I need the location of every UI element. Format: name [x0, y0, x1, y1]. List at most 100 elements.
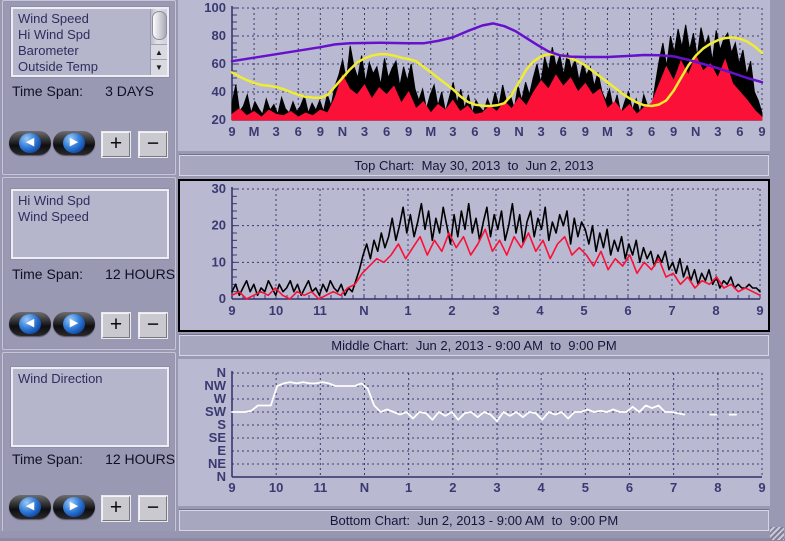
right-arrow-icon: ▶: [69, 317, 79, 329]
svg-text:8: 8: [712, 303, 719, 318]
svg-text:0: 0: [219, 291, 226, 306]
bottom-chart[interactable]: 9 10 11 N 1 2 3 4 5 6 7 8 9 N NW W SW S SE E NE N: [178, 359, 770, 506]
svg-text:3: 3: [273, 124, 280, 139]
list-item[interactable]: Wind Speed: [18, 209, 89, 224]
prev-button-orb: [19, 497, 41, 517]
svg-text:80: 80: [212, 28, 226, 43]
svg-text:9: 9: [758, 124, 765, 139]
svg-text:1: 1: [405, 480, 412, 495]
svg-text:1: 1: [404, 303, 411, 318]
left-panel-middle: Hi Wind Spd Wind Speed Time Span: 12 HOUR…: [2, 177, 176, 350]
svg-text:W: W: [214, 391, 227, 406]
svg-text:6: 6: [626, 480, 633, 495]
svg-text:9: 9: [758, 480, 765, 495]
right-arrow-icon: ▶: [69, 500, 79, 512]
resize-grip-icon[interactable]: [770, 527, 784, 540]
zoom-in-button[interactable]: +: [101, 131, 131, 158]
svg-text:2: 2: [448, 303, 455, 318]
next-button[interactable]: ▶: [53, 131, 95, 155]
zoom-out-button[interactable]: −: [138, 312, 168, 339]
list-item[interactable]: Hi Wind Spd: [18, 193, 91, 208]
next-button-orb: [63, 133, 85, 153]
top-chart[interactable]: 9 M 3 6 9 N 3 6 9 M 3 6 9 N 3 6 9 M 3 6 9 N 3 6 9 100 80 60 40 20: [178, 0, 770, 151]
right-arrow-icon: ▶: [69, 136, 79, 148]
svg-text:M: M: [602, 124, 613, 139]
svg-text:6: 6: [383, 124, 390, 139]
svg-text:6: 6: [295, 124, 302, 139]
series-list: Wind Direction: [13, 369, 167, 445]
svg-text:6: 6: [560, 124, 567, 139]
prev-button[interactable]: ◀: [9, 495, 51, 519]
svg-text:7: 7: [670, 480, 677, 495]
next-button[interactable]: ▶: [53, 495, 95, 519]
time-span-label: Time Span:: [12, 83, 84, 99]
time-span-label: Time Span:: [12, 451, 84, 467]
left-arrow-icon: ◀: [25, 136, 35, 148]
scroll-down-button[interactable]: ▼: [151, 59, 167, 75]
svg-text:8: 8: [714, 480, 721, 495]
time-span-value: 12 HOURS: [105, 451, 176, 467]
series-listbox-middle[interactable]: Hi Wind Spd Wind Speed: [11, 189, 169, 259]
svg-text:6: 6: [471, 124, 478, 139]
nav-button-row: ◀ ▶ + −: [9, 131, 175, 158]
next-button[interactable]: ▶: [53, 312, 95, 336]
zoom-in-button[interactable]: +: [101, 312, 131, 339]
svg-text:11: 11: [313, 480, 327, 495]
scroll-thumb[interactable]: [152, 11, 167, 40]
series-listbox-bottom[interactable]: Wind Direction: [11, 367, 169, 447]
svg-text:5: 5: [580, 303, 587, 318]
time-span-row: Time Span: 3 DAYS: [12, 83, 154, 99]
zoom-out-button[interactable]: −: [138, 131, 168, 158]
scroll-up-button[interactable]: ▲: [151, 44, 167, 60]
list-item[interactable]: Wind Direction: [18, 371, 103, 386]
svg-text:3: 3: [714, 124, 721, 139]
svg-text:6: 6: [648, 124, 655, 139]
svg-text:9: 9: [582, 124, 589, 139]
middle-chart-svg: 9 10 11 N 1 2 3 4 5 6 7 8 9 30 20 10 0: [212, 181, 764, 318]
svg-text:SW: SW: [205, 404, 227, 419]
scrollbar[interactable]: ▲ ▼: [150, 9, 167, 75]
bottom-strip: [0, 531, 785, 541]
svg-text:N: N: [217, 469, 226, 484]
prev-button[interactable]: ◀: [9, 131, 51, 155]
svg-text:N: N: [691, 124, 700, 139]
svg-text:6: 6: [736, 124, 743, 139]
svg-text:20: 20: [212, 112, 226, 127]
svg-text:11: 11: [313, 303, 327, 318]
svg-text:N: N: [338, 124, 347, 139]
up-arrow-icon: ▲: [155, 48, 163, 57]
list-item[interactable]: Barometer: [18, 43, 79, 58]
next-button-orb: [63, 314, 85, 334]
zoom-out-button[interactable]: −: [138, 495, 168, 522]
time-span-row: Time Span: 12 HOURS: [12, 451, 175, 467]
svg-text:NE: NE: [208, 456, 226, 471]
prev-button-orb: [19, 133, 41, 153]
svg-text:N: N: [217, 365, 226, 380]
list-item[interactable]: Hi Wind Spd: [18, 27, 91, 42]
time-span-value: 3 DAYS: [105, 83, 154, 99]
next-button-orb: [63, 497, 85, 517]
middle-chart[interactable]: 9 10 11 N 1 2 3 4 5 6 7 8 9 30 20 10 0: [178, 179, 770, 332]
svg-text:9: 9: [228, 480, 235, 495]
svg-text:3: 3: [626, 124, 633, 139]
prev-button[interactable]: ◀: [9, 312, 51, 336]
svg-text:9: 9: [405, 124, 412, 139]
left-panel-bottom: Wind Direction Time Span: 12 HOURS ◀ ▶ + …: [2, 352, 176, 535]
zoom-in-button[interactable]: +: [101, 495, 131, 522]
time-span-label: Time Span:: [12, 266, 84, 282]
list-item[interactable]: Outside Temp: [18, 59, 98, 74]
list-item[interactable]: Wind Speed: [18, 11, 89, 26]
svg-text:10: 10: [269, 480, 283, 495]
svg-text:N: N: [360, 480, 369, 495]
svg-text:10: 10: [269, 303, 283, 318]
series-listbox-top[interactable]: Wind Speed Hi Wind Spd Barometer Outside…: [11, 7, 169, 77]
svg-text:S: S: [217, 417, 226, 432]
svg-text:3: 3: [492, 303, 499, 318]
svg-text:7: 7: [668, 303, 675, 318]
svg-text:9: 9: [228, 124, 235, 139]
svg-text:SE: SE: [209, 430, 227, 445]
top-chart-caption: Top Chart: May 30, 2013 to Jun 2, 2013: [179, 155, 769, 176]
